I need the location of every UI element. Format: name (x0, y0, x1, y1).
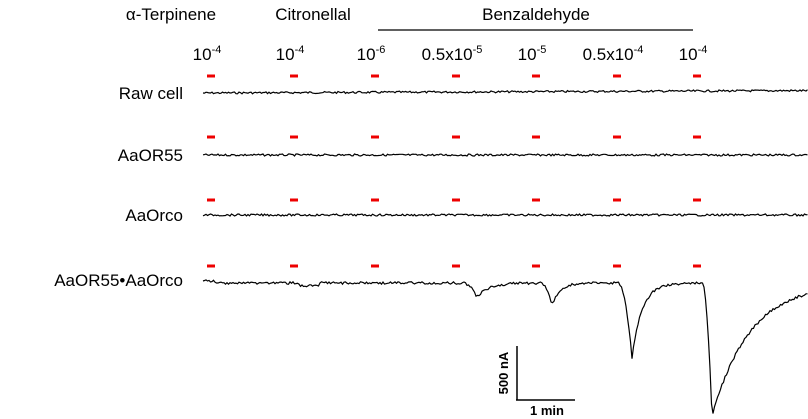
concentration-exponent: -4 (698, 44, 708, 56)
odorant-label: α-Terpinene (126, 5, 216, 24)
scale-bar-label: 1 min (530, 403, 564, 418)
concentration-exponent: -4 (295, 44, 305, 56)
row-labels: Raw cell AaOR55 AaOrco AaOR55•AaOrco (54, 84, 183, 290)
odorant-label: Citronellal (275, 5, 351, 24)
concentration-base: 10 (357, 45, 376, 64)
concentration-base: 10 (276, 45, 295, 64)
row-label: AaOR55•AaOrco (54, 271, 183, 290)
concentration-exponent: -4 (212, 44, 222, 56)
concentration-exponent: -6 (376, 44, 386, 56)
group-label: Benzaldehyde (482, 5, 590, 24)
trace (202, 213, 808, 217)
concentration-label: 0.5x10-5 (422, 44, 483, 64)
concentration-exponent: -4 (634, 44, 644, 56)
concentration-label: 10-4 (276, 44, 305, 64)
trace (202, 153, 808, 157)
concentration-label: 0.5x10-4 (583, 44, 644, 64)
concentration-base: 0.5x10 (583, 45, 634, 64)
concentration-exponent: -5 (473, 44, 483, 56)
trace (202, 89, 808, 95)
concentration-label: 10-4 (679, 44, 708, 64)
scale-bar-label: 500 nA (496, 351, 511, 394)
concentration-label: 10-4 (193, 44, 222, 64)
concentration-label: 10-6 (357, 44, 386, 64)
concentration-labels: 10-4 10-4 10-6 0.5x10-5 10-5 0.5x10-4 10-4 (193, 44, 708, 64)
concentration-base: 10 (518, 45, 537, 64)
concentration-base: 10 (193, 45, 212, 64)
row-label: AaOrco (125, 206, 183, 225)
concentration-base: 0.5x10 (422, 45, 473, 64)
concentration-label: 10-5 (518, 44, 547, 64)
concentration-exponent: -5 (537, 44, 547, 56)
trace (202, 279, 808, 414)
concentration-base: 10 (679, 45, 698, 64)
stimulus-markers (207, 74, 701, 268)
traces (202, 89, 808, 414)
row-label: Raw cell (119, 84, 183, 103)
row-label: AaOR55 (118, 146, 183, 165)
